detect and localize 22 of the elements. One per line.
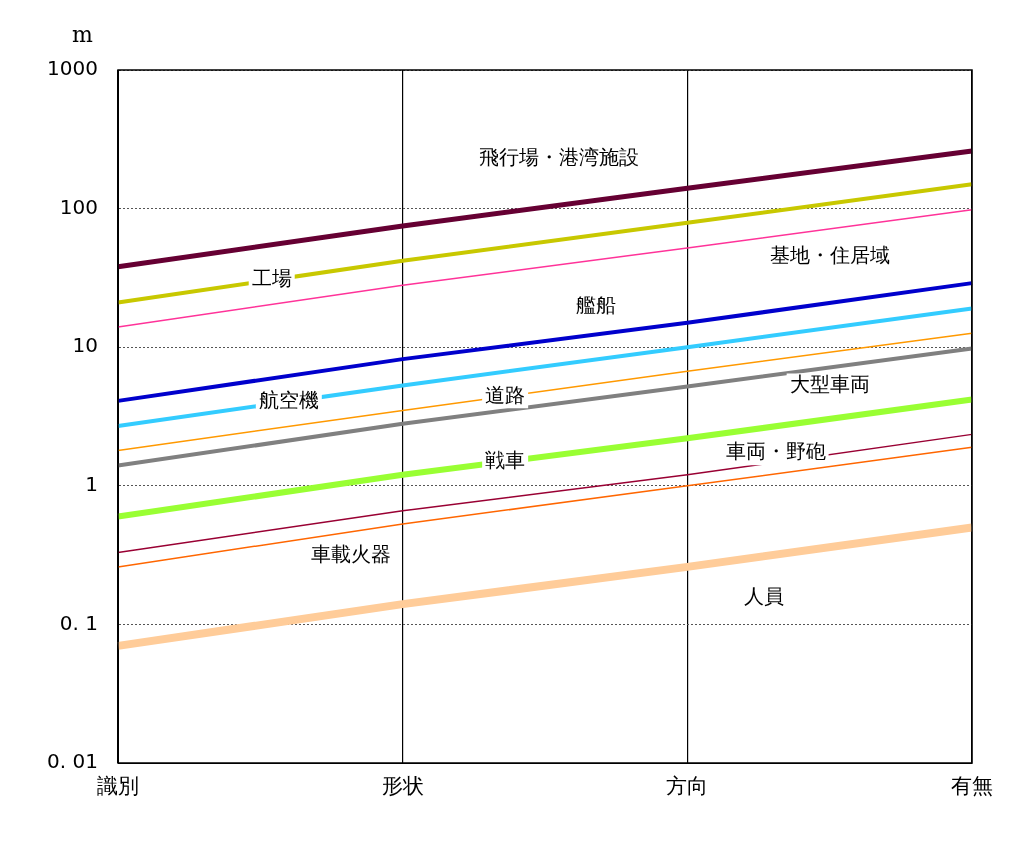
series-label: 大型車両 xyxy=(789,371,870,396)
series-label: 戦車 xyxy=(485,447,526,472)
series-label: 飛行場・港湾施設 xyxy=(479,145,640,170)
series-label: 工場 xyxy=(251,266,292,291)
x-tick-label: 識別 xyxy=(97,774,139,799)
y-axis-title: m xyxy=(72,22,93,47)
series-label: 道路 xyxy=(485,382,526,407)
series-label: 人員 xyxy=(744,584,785,609)
series-label: 車載火器 xyxy=(311,541,392,566)
y-tick-label: 1 xyxy=(85,472,98,496)
series-label: 航空機 xyxy=(258,387,319,412)
y-tick-label: 1000 xyxy=(47,56,98,81)
series-label: 艦船 xyxy=(576,292,617,317)
x-tick-label: 方向 xyxy=(666,774,709,799)
y-tick-label: 100 xyxy=(59,194,98,219)
x-tick-label: 形状 xyxy=(381,774,424,799)
y-tick-label: 10 xyxy=(72,333,98,358)
y-tick-label: 0. 1 xyxy=(59,610,98,635)
series-label: 基地・住居域 xyxy=(769,243,890,268)
x-tick-label: 有無 xyxy=(951,774,993,799)
series-label: 車両・野砲 xyxy=(725,439,826,464)
y-tick-label: 0. 01 xyxy=(47,749,98,774)
